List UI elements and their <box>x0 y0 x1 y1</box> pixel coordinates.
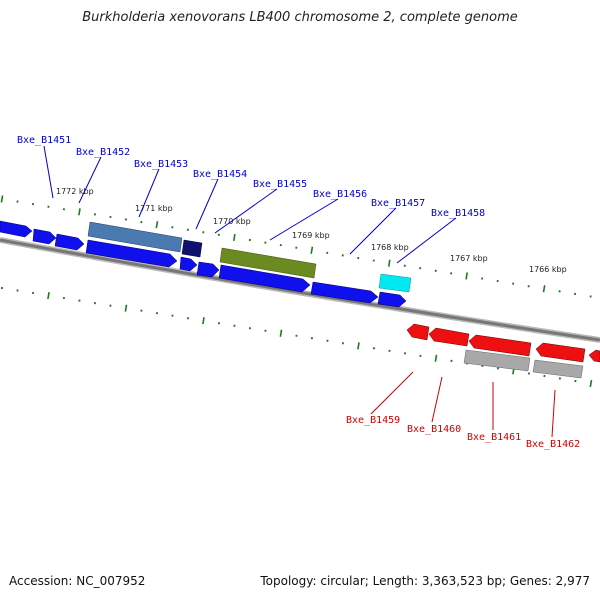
tick-mark <box>465 272 468 280</box>
gene-feature[interactable] <box>0 220 33 238</box>
gene-label[interactable]: Bxe_B1451 <box>17 135 71 146</box>
leader-line <box>214 188 278 234</box>
gene-feature[interactable] <box>196 261 220 278</box>
leader-line <box>269 198 339 241</box>
gene-feature[interactable] <box>87 221 183 253</box>
gene-label[interactable]: Bxe_B1452 <box>76 147 130 158</box>
gene-label[interactable]: Bxe_B1462 <box>526 439 580 450</box>
gene-feature[interactable] <box>32 228 57 245</box>
leader-line <box>349 207 397 255</box>
scale-label: 1771 kbp <box>135 204 173 213</box>
gene-feature[interactable] <box>535 342 586 363</box>
gene-label[interactable]: Bxe_B1455 <box>253 179 307 190</box>
gene-label[interactable]: Bxe_B1458 <box>431 208 485 219</box>
scale-label: 1768 kbp <box>371 243 409 252</box>
gene-label[interactable]: Bxe_B1460 <box>407 424 461 435</box>
tick-mark <box>589 379 593 388</box>
tick-marks <box>0 195 593 388</box>
leader-line <box>78 156 102 204</box>
tick-mark <box>279 329 283 337</box>
gene-feature[interactable] <box>54 233 85 251</box>
gene-feature[interactable] <box>378 273 412 293</box>
tick-mark <box>155 221 159 229</box>
gene-label[interactable]: Bxe_B1461 <box>467 432 521 443</box>
tick-mark <box>310 246 314 254</box>
gene-labels: Bxe_B1451 Bxe_B1452 Bxe_B1453 Bxe_B1454 … <box>17 135 580 450</box>
tick-mark <box>357 342 360 350</box>
tick-mark <box>47 291 50 300</box>
tick-mark <box>78 208 81 216</box>
scale-label: 1769 kbp <box>292 231 330 240</box>
chromosome-backbone-core <box>0 238 600 342</box>
gene-label[interactable]: Bxe_B1457 <box>371 198 425 209</box>
gene-feature[interactable] <box>218 264 311 293</box>
leader-line <box>195 178 219 230</box>
tick-mark <box>233 233 236 242</box>
page-title: Burkholderia xenovorans LB400 chromosome… <box>82 10 518 25</box>
accession-label: Accession: NC_007952 <box>9 574 146 588</box>
gene-feature[interactable] <box>85 239 178 268</box>
gene-feature[interactable] <box>588 349 600 363</box>
forward-strand <box>0 220 412 308</box>
gene-label[interactable]: Bxe_B1456 <box>313 189 367 200</box>
gene-feature[interactable] <box>463 349 531 372</box>
gene-label[interactable]: Bxe_B1454 <box>193 169 247 180</box>
reverse-strand <box>406 323 600 379</box>
gene-feature[interactable] <box>532 359 584 379</box>
tick-mark <box>387 259 391 267</box>
scale-label: 1767 kbp <box>450 254 488 263</box>
gene-feature[interactable] <box>428 327 470 347</box>
label-leaders <box>43 145 556 438</box>
tick-mark <box>202 317 205 325</box>
leader-line <box>551 389 556 438</box>
tick-mark <box>0 195 4 203</box>
tick-mark <box>124 304 128 312</box>
leader-line <box>138 168 160 218</box>
gene-feature[interactable] <box>468 334 532 357</box>
topology-label: Topology: circular; Length: 3,363,523 bp… <box>260 574 590 588</box>
leader-line <box>396 217 457 264</box>
scale-label: 1772 kbp <box>56 187 94 196</box>
gene-feature[interactable] <box>406 323 430 341</box>
gene-feature[interactable] <box>310 281 379 304</box>
leader-line <box>43 145 54 199</box>
gene-feature[interactable] <box>179 256 198 272</box>
leader-line <box>370 371 414 415</box>
scale-label: 1766 kbp <box>529 265 567 274</box>
tick-mark <box>542 285 546 293</box>
leader-line <box>431 376 443 423</box>
gene-label[interactable]: Bxe_B1459 <box>346 415 400 426</box>
gene-feature[interactable] <box>219 247 317 279</box>
gene-feature[interactable] <box>181 239 203 258</box>
gene-label[interactable]: Bxe_B1453 <box>134 159 188 170</box>
tick-mark <box>434 354 438 362</box>
gene-feature[interactable] <box>377 291 407 308</box>
